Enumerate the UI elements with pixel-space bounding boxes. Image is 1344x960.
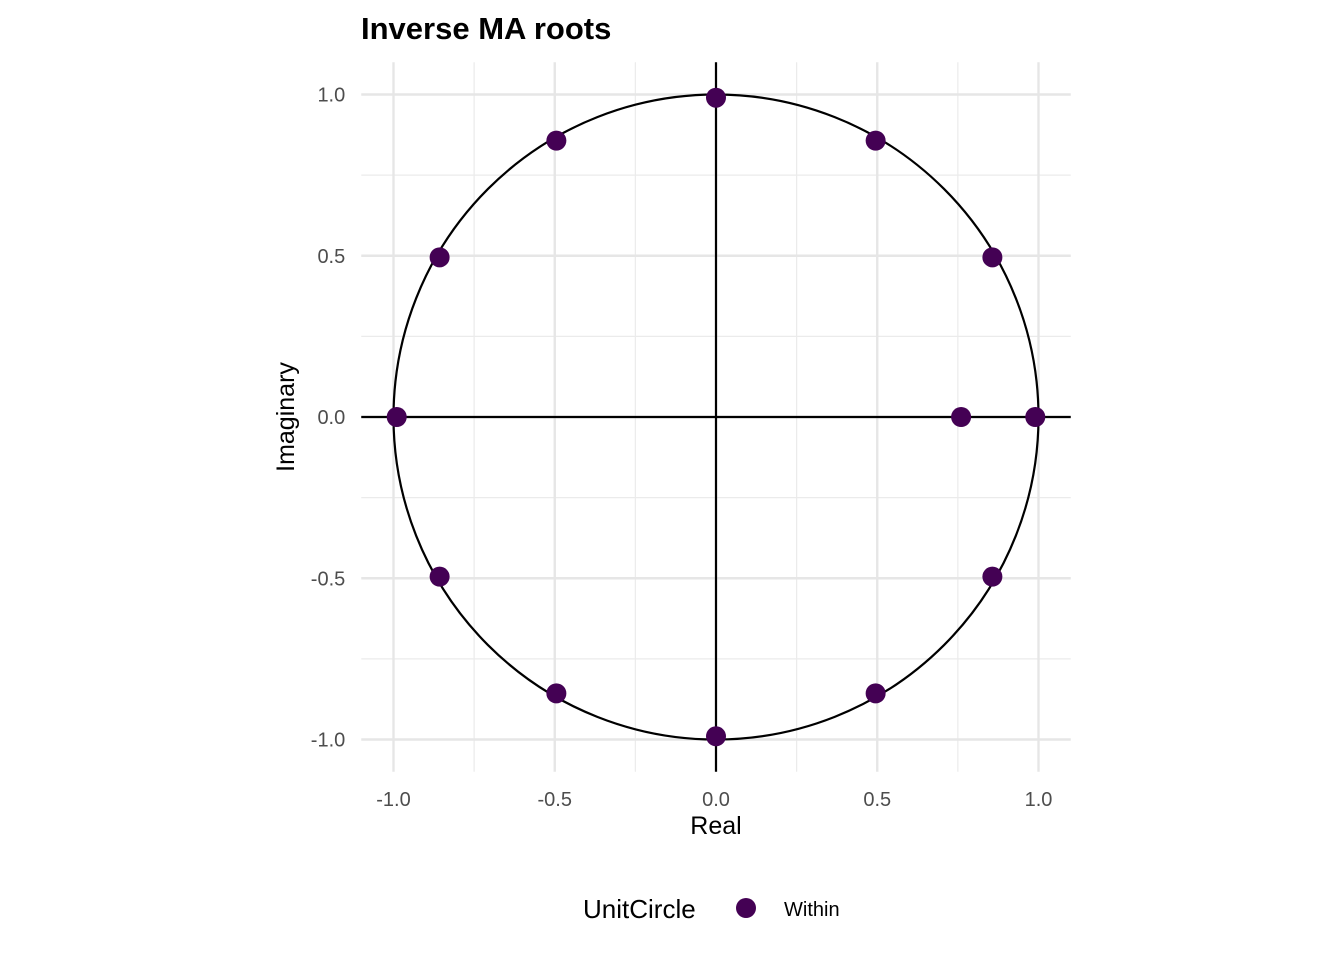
data-point-6	[982, 566, 1003, 587]
legend: UnitCircle Within	[583, 894, 840, 924]
data-point-2	[865, 130, 886, 151]
y-tick-labels: -1.0 -0.5 0.0 0.5 1.0	[311, 85, 345, 752]
y-tick-label: -0.5	[311, 568, 345, 590]
legend-label-within: Within	[784, 899, 840, 921]
data-point-11	[386, 407, 407, 427]
data-point-5	[951, 407, 972, 427]
legend-title: UnitCircle	[583, 894, 696, 924]
data-point-13	[546, 130, 567, 151]
y-tick-label: 0.0	[317, 407, 345, 429]
data-point-3	[982, 247, 1003, 268]
legend-marker	[736, 898, 756, 918]
x-tick-label: 1.0	[1025, 789, 1053, 811]
y-axis-title: Imaginary	[272, 362, 300, 472]
x-tick-label: 0.5	[863, 789, 891, 811]
data-point-7	[865, 683, 886, 704]
data-point-8	[706, 726, 726, 747]
x-tick-label: 0.0	[702, 789, 730, 811]
data-point-10	[429, 566, 450, 587]
data-point-4	[1025, 407, 1046, 427]
chart-title: Inverse MA roots	[361, 11, 611, 46]
data-point-9	[546, 683, 567, 704]
data-point-12	[429, 247, 450, 268]
x-tick-labels: -1.0 -0.5 0.0 0.5 1.0	[376, 789, 1052, 811]
x-tick-label: -0.5	[538, 789, 572, 811]
y-tick-label: 0.5	[317, 246, 345, 268]
data-points	[386, 87, 1046, 747]
data-point-1	[706, 87, 726, 108]
x-axis-title: Real	[690, 812, 741, 840]
y-tick-label: 1.0	[317, 85, 345, 107]
y-tick-label: -1.0	[311, 730, 345, 752]
x-tick-label: -1.0	[376, 789, 410, 811]
